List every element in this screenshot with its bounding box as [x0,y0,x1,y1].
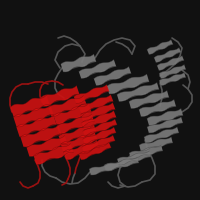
Polygon shape [161,69,186,78]
Polygon shape [109,82,149,94]
Polygon shape [16,115,57,137]
Polygon shape [161,77,186,85]
Polygon shape [63,140,97,152]
Polygon shape [66,148,99,160]
Polygon shape [146,133,179,143]
Polygon shape [139,100,176,116]
Polygon shape [96,73,131,85]
Polygon shape [76,91,109,103]
Polygon shape [59,122,94,134]
Polygon shape [107,74,149,94]
Polygon shape [81,103,115,121]
Polygon shape [34,144,73,164]
Polygon shape [85,125,117,137]
Polygon shape [94,67,131,85]
Polygon shape [29,144,67,156]
Polygon shape [81,66,116,78]
Polygon shape [49,96,86,116]
Polygon shape [119,157,151,165]
Polygon shape [85,133,116,145]
Polygon shape [79,95,113,113]
Polygon shape [79,142,111,160]
Polygon shape [119,89,159,101]
Polygon shape [159,73,186,85]
Polygon shape [51,104,86,116]
Polygon shape [61,54,96,72]
Polygon shape [41,86,79,106]
Polygon shape [79,60,116,78]
Polygon shape [57,114,94,134]
Polygon shape [14,105,50,117]
Polygon shape [149,115,183,125]
Polygon shape [147,40,173,54]
Polygon shape [104,157,139,171]
Polygon shape [117,151,151,165]
Polygon shape [83,127,116,145]
Polygon shape [89,161,123,175]
Polygon shape [139,137,173,151]
Polygon shape [157,56,184,70]
Polygon shape [56,112,91,124]
Polygon shape [159,65,186,78]
Polygon shape [131,151,163,159]
Polygon shape [43,94,79,106]
Polygon shape [129,145,163,159]
Polygon shape [36,152,73,164]
Polygon shape [20,125,62,147]
Polygon shape [61,132,97,152]
Polygon shape [63,62,96,72]
Polygon shape [149,123,183,133]
Polygon shape [17,115,54,127]
Polygon shape [141,143,173,151]
Polygon shape [82,111,116,129]
Polygon shape [81,148,111,160]
Polygon shape [129,91,169,108]
Polygon shape [10,95,50,117]
Polygon shape [83,119,117,137]
Polygon shape [64,140,99,160]
Polygon shape [149,44,173,54]
Polygon shape [84,141,115,153]
Polygon shape [147,117,183,133]
Polygon shape [81,101,113,113]
Polygon shape [141,106,176,116]
Polygon shape [24,135,62,147]
Polygon shape [82,135,115,153]
Polygon shape [156,52,181,62]
Polygon shape [154,48,181,62]
Polygon shape [20,125,57,137]
Polygon shape [159,60,184,70]
Polygon shape [91,167,123,175]
Polygon shape [61,132,96,144]
Polygon shape [54,104,91,124]
Polygon shape [13,105,54,127]
Polygon shape [84,117,116,129]
Polygon shape [74,85,109,103]
Polygon shape [83,109,115,121]
Polygon shape [117,83,159,101]
Polygon shape [106,163,139,171]
Polygon shape [27,136,67,156]
Polygon shape [147,109,183,125]
Polygon shape [144,127,179,143]
Polygon shape [59,124,96,144]
Polygon shape [131,97,169,108]
